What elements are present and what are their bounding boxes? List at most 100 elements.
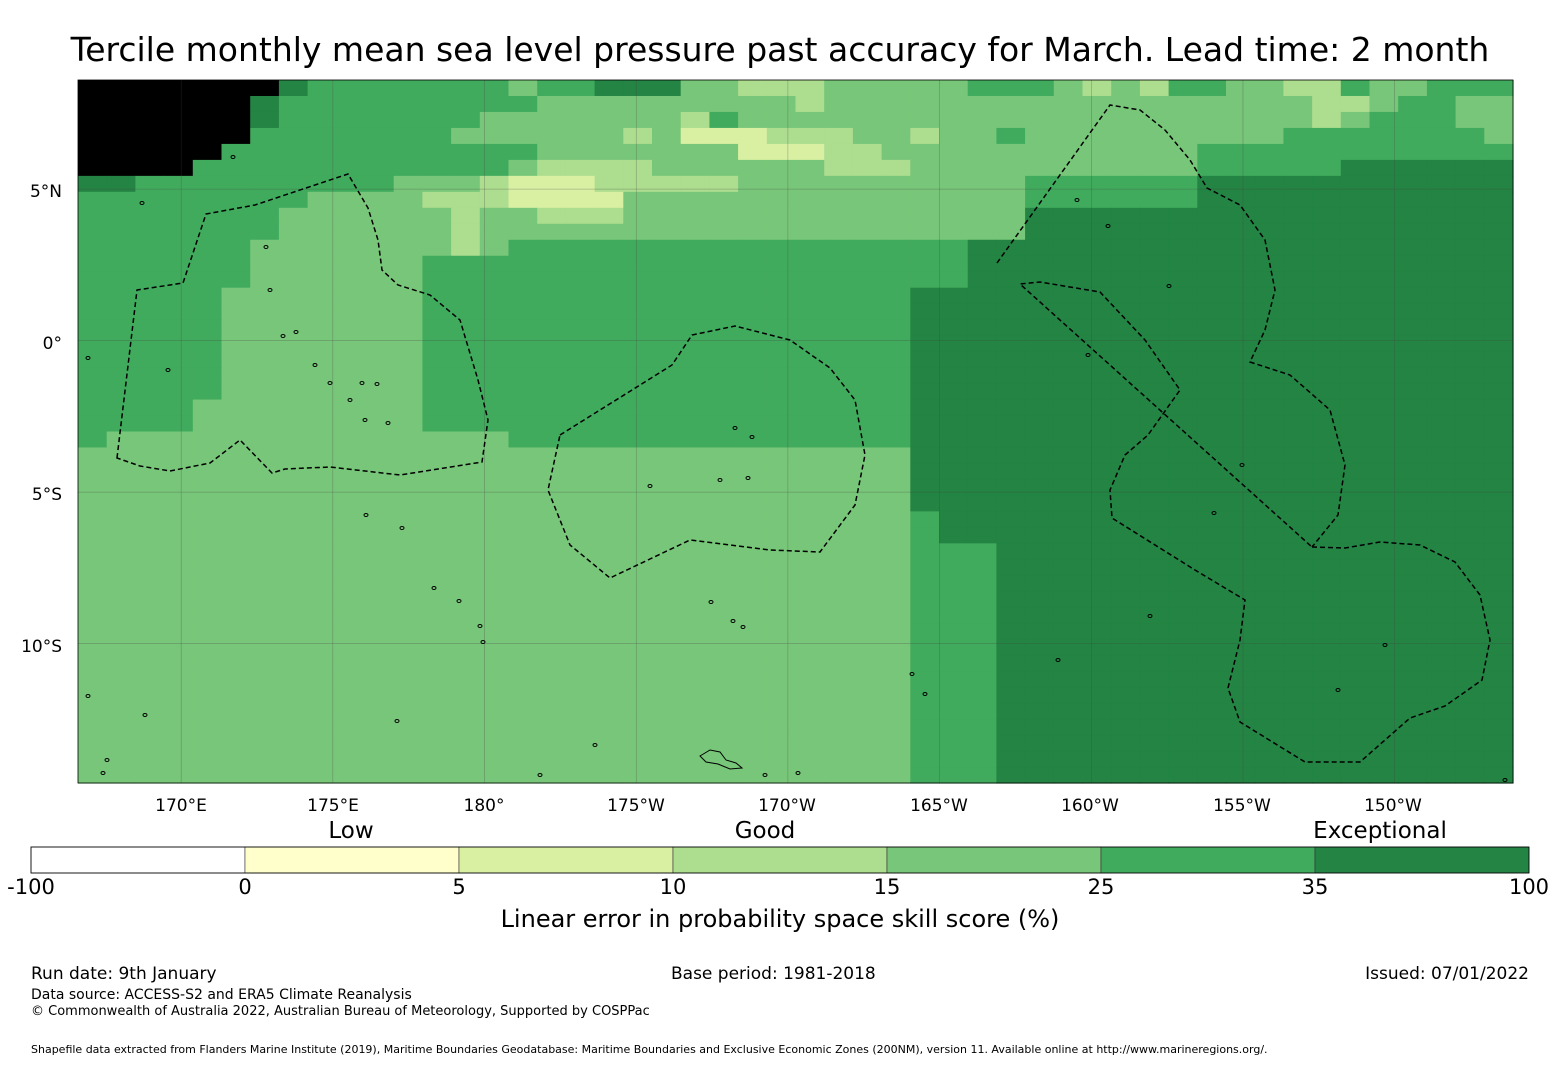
skill-cell [307, 447, 337, 465]
skill-cell [1111, 767, 1141, 784]
skill-cell [1082, 527, 1112, 544]
skill-cell [1398, 415, 1428, 433]
skill-cell [1340, 383, 1371, 401]
skill-cell [1369, 463, 1399, 481]
skill-cell [537, 671, 567, 688]
skill-cell [508, 143, 538, 161]
skill-cell [106, 687, 136, 704]
skill-cell [852, 175, 883, 193]
skill-cell [221, 191, 251, 209]
skill-cell [996, 351, 1026, 369]
skill-cell [479, 639, 510, 656]
skill-cell [365, 495, 395, 512]
skill-cell [1484, 607, 1514, 624]
skill-cell [250, 431, 280, 449]
skill-cell [307, 271, 337, 289]
skill-cell [278, 367, 309, 385]
skill-cell [1111, 463, 1141, 481]
skill-cell [1283, 415, 1313, 433]
skill-cell [422, 607, 452, 624]
skill-cell [393, 703, 423, 720]
island-outline [745, 476, 751, 480]
island-outline [717, 478, 723, 482]
skill-cell [1082, 623, 1112, 640]
skill-cell [565, 207, 596, 225]
skill-cell [365, 127, 395, 145]
skill-cell [824, 95, 854, 113]
skill-cell [479, 303, 510, 321]
skill-cell [307, 159, 337, 177]
skill-cell [164, 319, 194, 337]
skill-cell [680, 575, 710, 592]
skill-cell [1426, 447, 1457, 465]
skill-cell [192, 207, 223, 225]
skill-cell [795, 159, 825, 177]
skill-cell [795, 111, 825, 129]
skill-cell [1398, 335, 1428, 353]
skill-cell [106, 319, 136, 337]
skill-cell [881, 623, 911, 640]
skill-cell [967, 687, 997, 704]
skill-cell [192, 415, 223, 433]
skill-cell [1082, 143, 1112, 161]
skill-cell [1455, 703, 1485, 720]
skill-cell [250, 655, 280, 672]
skill-cell [307, 495, 337, 512]
skill-cell [1197, 271, 1227, 289]
island-outline [347, 398, 353, 402]
skill-cell [250, 479, 280, 497]
skill-cell [336, 511, 366, 528]
skill-cell [680, 447, 710, 465]
skill-cell [106, 527, 136, 544]
skill-cell [192, 111, 223, 129]
skill-cell [967, 623, 997, 640]
shapefile-credit: Shapefile data extracted from Flanders M… [31, 1043, 1268, 1056]
skill-cell [1369, 351, 1399, 369]
skill-cell [336, 319, 366, 337]
skill-cell [479, 527, 510, 544]
skill-cell [393, 447, 423, 465]
island-outline [263, 245, 269, 249]
skill-cell [78, 143, 108, 161]
skill-cell [967, 207, 997, 225]
skill-cell [1484, 703, 1514, 720]
skill-cell [1111, 383, 1141, 401]
skill-cell [1254, 95, 1284, 113]
skill-cell [1398, 271, 1428, 289]
skill-cell [1312, 607, 1342, 624]
skill-cell [1025, 447, 1055, 465]
skill-cell [1340, 447, 1371, 465]
skill-cell [336, 575, 366, 592]
skill-cell [1025, 191, 1055, 209]
skill-cell [967, 175, 997, 193]
skill-cell [278, 639, 309, 656]
skill-cell [1254, 207, 1284, 225]
skill-cell [135, 447, 165, 465]
skill-cell [680, 591, 710, 608]
skill-cell [1168, 383, 1198, 401]
skill-cell [881, 127, 911, 145]
skill-cell [795, 303, 825, 321]
skill-cell [393, 591, 423, 608]
skill-cell [594, 255, 624, 273]
skill-cell [192, 271, 223, 289]
skill-cell [250, 671, 280, 688]
skill-cell [221, 175, 251, 193]
skill-cell [422, 591, 452, 608]
skill-cell [766, 239, 797, 257]
skill-cell [250, 399, 280, 417]
skill-cell [508, 639, 538, 656]
skill-cell [738, 527, 768, 544]
skill-cell [1369, 431, 1399, 449]
skill-cell [135, 543, 165, 560]
skill-cell [1312, 80, 1342, 97]
skill-cell [278, 735, 309, 752]
skill-cell [365, 351, 395, 369]
skill-cell [106, 671, 136, 688]
skill-cell [967, 559, 997, 576]
skill-cell [307, 399, 337, 417]
skill-cell [1053, 639, 1084, 656]
skill-cell [910, 767, 940, 784]
skill-cell [996, 255, 1026, 273]
skill-cell [393, 655, 423, 672]
